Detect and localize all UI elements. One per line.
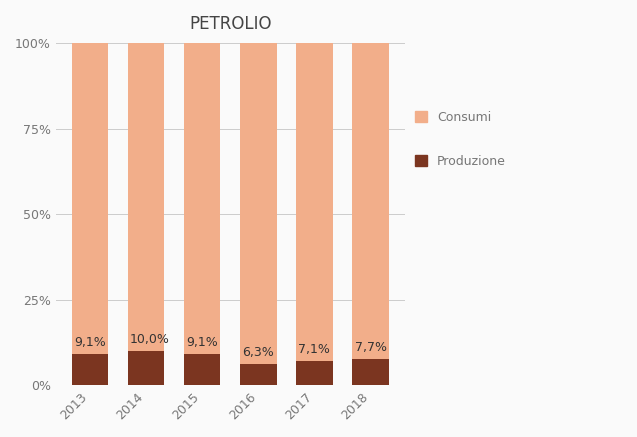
Text: 9,1%: 9,1% bbox=[74, 336, 106, 349]
Text: 7,7%: 7,7% bbox=[355, 341, 387, 354]
Bar bbox=[352, 359, 389, 385]
Bar bbox=[184, 354, 220, 385]
Bar bbox=[128, 351, 164, 385]
Bar bbox=[240, 364, 276, 385]
Bar bbox=[240, 43, 276, 364]
Bar bbox=[71, 354, 108, 385]
Legend: Consumi, Produzione: Consumi, Produzione bbox=[415, 111, 506, 168]
Bar bbox=[352, 43, 389, 359]
Bar bbox=[71, 43, 108, 354]
Bar bbox=[128, 43, 164, 351]
Bar bbox=[296, 361, 333, 385]
Text: 7,1%: 7,1% bbox=[299, 343, 331, 356]
Bar bbox=[184, 43, 220, 354]
Text: 6,3%: 6,3% bbox=[242, 346, 274, 359]
Bar bbox=[296, 43, 333, 361]
Text: 10,0%: 10,0% bbox=[130, 333, 170, 346]
Text: 9,1%: 9,1% bbox=[186, 336, 218, 349]
Title: PETROLIO: PETROLIO bbox=[189, 15, 271, 33]
